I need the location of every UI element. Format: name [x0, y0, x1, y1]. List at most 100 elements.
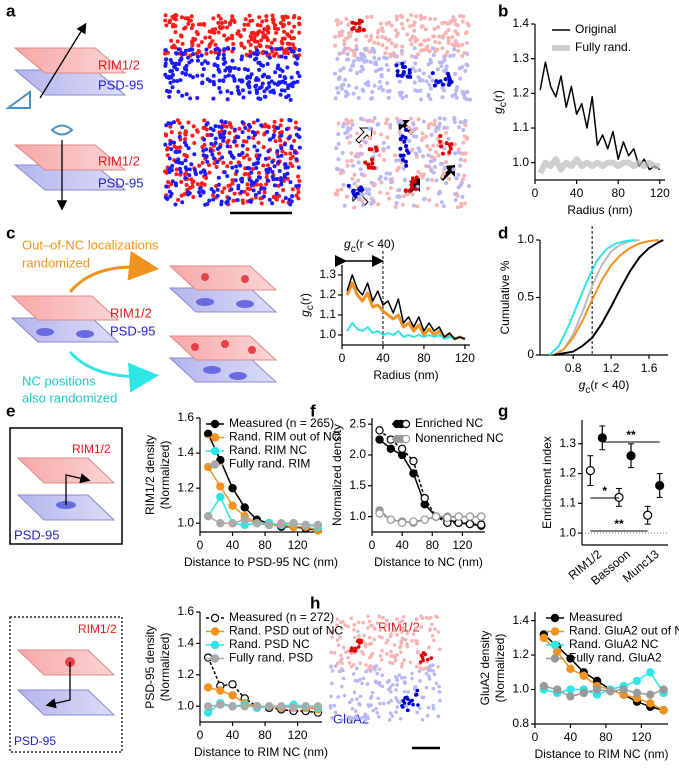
localization-dot	[339, 653, 343, 658]
localization-dot	[413, 61, 418, 66]
localization-dot	[270, 169, 275, 174]
localization-dot	[251, 136, 256, 141]
localization-dot	[209, 187, 214, 192]
localization-dot	[380, 43, 385, 48]
localization-dot	[405, 18, 410, 23]
localization-dot	[439, 64, 444, 69]
localization-dot	[163, 142, 168, 147]
y-tick-label: 1.2	[559, 466, 576, 480]
data-point	[210, 460, 220, 469]
localization-dot	[431, 158, 436, 163]
localization-dot	[345, 52, 350, 57]
localization-dot	[434, 150, 439, 155]
localization-dot	[437, 60, 442, 65]
localization-dot	[417, 68, 422, 73]
data-point	[643, 510, 653, 520]
localization-dot	[207, 43, 212, 48]
localization-dot	[195, 54, 200, 59]
localization-dot	[217, 85, 222, 90]
localization-dot	[164, 184, 169, 189]
localization-dot	[429, 656, 434, 660]
localization-dot	[359, 116, 364, 121]
localization-dot	[371, 708, 375, 713]
localization-dot	[389, 699, 393, 703]
localization-dot	[272, 119, 277, 124]
localization-dot	[172, 64, 177, 69]
localization-dot	[371, 47, 376, 52]
localization-dot	[354, 666, 359, 671]
localization-dot	[418, 666, 423, 670]
localization-dot	[453, 192, 458, 197]
localization-dot	[237, 126, 242, 131]
y-axis-label: RIM1/2 density	[143, 435, 157, 515]
data-point	[252, 702, 262, 711]
localization-dot	[330, 635, 334, 640]
localization-dot	[358, 661, 363, 665]
localization-dot	[379, 657, 384, 662]
localization-dot	[419, 625, 424, 629]
localization-dot	[415, 641, 420, 646]
localization-dot	[467, 97, 472, 102]
localization-dot	[171, 43, 176, 48]
localization-dot	[248, 34, 253, 39]
localization-dot	[361, 676, 366, 681]
localization-dot	[173, 24, 178, 29]
localization-dot	[377, 614, 382, 619]
localization-dot	[262, 27, 267, 32]
localization-dot	[172, 79, 177, 84]
localization-dot	[414, 617, 419, 622]
legend-label: Enriched NC	[415, 416, 483, 430]
series-line	[543, 633, 664, 711]
localization-dot	[190, 133, 195, 138]
localization-dot	[216, 30, 221, 35]
localization-dot	[386, 700, 391, 705]
x-tick-label: 0	[339, 351, 346, 365]
data-point	[203, 683, 213, 692]
localization-dot	[273, 70, 278, 75]
localization-dot	[404, 94, 409, 99]
localization-dot	[240, 176, 245, 181]
localization-dot	[384, 641, 389, 645]
x-tick-label: 0	[197, 538, 204, 552]
localization-dot	[290, 163, 295, 168]
y-axis-label: PSD-95 density	[143, 625, 157, 708]
data-point	[313, 520, 323, 530]
localization-dot	[198, 170, 203, 175]
y-tick-label: 1.2	[319, 287, 336, 301]
localization-dot	[240, 54, 245, 59]
localization-dot	[297, 179, 302, 184]
label-rim: RIM1/2	[98, 153, 140, 168]
label-part: c	[351, 244, 356, 255]
localization-dot	[265, 61, 270, 66]
localization-dot	[346, 35, 351, 40]
localization-dot	[277, 169, 282, 174]
localization-dot	[344, 94, 349, 99]
data-point	[632, 688, 642, 698]
localization-dot	[264, 168, 269, 173]
localization-dot	[280, 69, 285, 74]
localization-dot	[461, 151, 466, 156]
localization-dot	[433, 627, 437, 632]
localization-dot	[270, 49, 275, 54]
localization-dot	[361, 67, 366, 72]
localization-dot	[217, 124, 222, 129]
localization-dot	[338, 635, 342, 640]
localization-dot	[350, 176, 355, 181]
localization-dot	[337, 75, 342, 80]
localization-dot	[397, 90, 402, 95]
localization-dot	[419, 24, 424, 29]
localization-dot	[380, 648, 384, 653]
localization-dot	[351, 59, 356, 64]
localization-dot	[431, 638, 436, 643]
localization-dot	[198, 186, 203, 191]
localization-dot	[354, 44, 359, 49]
localization-dot	[359, 172, 364, 177]
localization-dot	[230, 154, 235, 159]
localization-dot	[395, 678, 399, 683]
localization-dot	[242, 22, 247, 27]
localization-dot	[364, 190, 369, 195]
localization-dot	[336, 157, 341, 162]
localization-dot	[213, 124, 218, 129]
localization-dot	[389, 649, 393, 654]
localization-dot	[168, 141, 173, 146]
